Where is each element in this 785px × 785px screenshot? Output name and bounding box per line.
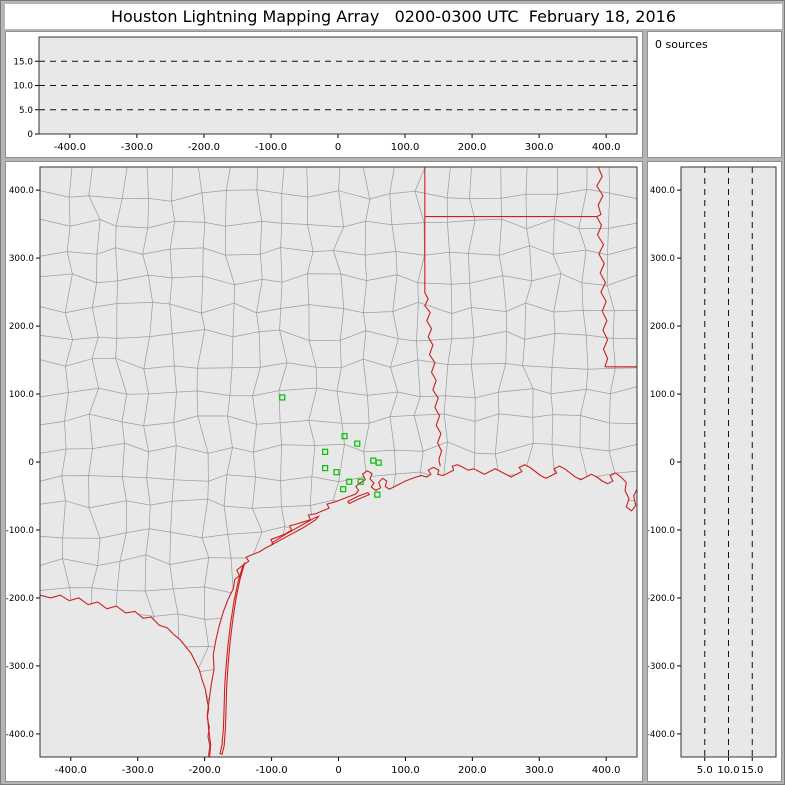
map-y-tick-label: -300.0 xyxy=(6,662,34,672)
map-x-tick-label: 200.0 xyxy=(458,765,487,776)
sources-panel: 0 sources xyxy=(647,31,782,158)
map-plot-border xyxy=(39,166,638,758)
altitude-ew-plot[interactable]: -400.0 -300.0 -200.0 -100.0 0 100.0 200.0 300.0… xyxy=(6,32,642,157)
altitude-ns-y-tick-label: -300.0 xyxy=(648,662,675,672)
map-y-tick-label: 200.0 xyxy=(9,322,35,332)
window-title: Houston Lightning Mapping Array 0200-030… xyxy=(110,7,676,26)
map-x-tick-label: -400.0 xyxy=(55,765,87,776)
lma-station-marker xyxy=(375,459,382,466)
map-x-tick-label: -200.0 xyxy=(189,765,221,776)
lma-station-marker xyxy=(374,491,381,498)
altitude-ew-x-tick-label: 100.0 xyxy=(391,142,420,153)
map-y-tick-label: 0 xyxy=(28,458,34,468)
altitude-ew-y-tick-label: 10.0 xyxy=(13,82,33,92)
map-x-tick-label: -100.0 xyxy=(255,765,287,776)
mississippi-river-border xyxy=(596,167,609,367)
lma-station-marker xyxy=(341,433,348,440)
altitude-ew-tick-labels: -400.0 -300.0 -200.0 -100.0 0 100.0 200.0 300.0… xyxy=(13,57,620,153)
altitude-ew-x-tick-label: -400.0 xyxy=(54,142,86,153)
altitude-ns-y-tick-label: 200.0 xyxy=(650,322,676,332)
galveston-island xyxy=(347,491,371,505)
map-x-tick-label: 100.0 xyxy=(391,765,420,776)
altitude-ew-x-tick-label: -100.0 xyxy=(255,142,287,153)
altitude-ew-y-tick-label: 0 xyxy=(27,130,33,140)
padre-island xyxy=(219,562,246,756)
altitude-ew-y-tick-label: 15.0 xyxy=(13,57,33,67)
lma-station-marker xyxy=(279,394,286,401)
map-x-tick-label: 0 xyxy=(335,765,341,776)
altitude-ew-tick-marks xyxy=(35,60,607,138)
lma-station-marker xyxy=(322,465,329,472)
altitude-ew-y-tick-label: 5.0 xyxy=(19,106,33,116)
altitude-ns-y-tick-label: -100.0 xyxy=(648,526,675,536)
plan-view-map-panel: -400.0 -300.0 -200.0 -100.0 0 100.0 200.0 300.0… xyxy=(5,161,643,782)
lma-station-marker xyxy=(346,478,353,485)
plan-view-map-plot[interactable]: -400.0 -300.0 -200.0 -100.0 0 100.0 200.0 300.0… xyxy=(6,162,642,781)
lma-station-markers xyxy=(279,394,382,498)
title-bar: Houston Lightning Mapping Array 0200-030… xyxy=(5,4,782,29)
map-tick-labels: -400.0 -300.0 -200.0 -100.0 0 100.0 200.0 300.0… xyxy=(6,186,621,776)
altitude-ew-x-tick-label: 200.0 xyxy=(458,142,487,153)
altitude-ew-gridlines xyxy=(39,60,637,111)
matagorda-island xyxy=(270,515,321,547)
altitude-ns-x-tick-label: 15.0 xyxy=(741,765,763,776)
altitude-ew-x-tick-label: 0 xyxy=(335,142,341,153)
altitude-ns-tick-marks xyxy=(677,189,753,761)
rio-grande-border xyxy=(40,594,211,757)
coastline xyxy=(206,464,637,757)
lma-station-marker xyxy=(354,440,361,447)
altitude-ns-plot-area[interactable] xyxy=(681,167,776,757)
lma-station-marker xyxy=(333,469,340,476)
altitude-ns-y-tick-label: 400.0 xyxy=(650,186,676,196)
map-x-tick-label: 300.0 xyxy=(525,765,554,776)
lma-station-marker xyxy=(340,486,347,493)
altitude-ew-x-tick-label: -200.0 xyxy=(188,142,220,153)
altitude-ns-plot-border xyxy=(680,166,777,758)
map-y-tick-label: 400.0 xyxy=(9,186,35,196)
map-x-tick-label: -300.0 xyxy=(122,765,154,776)
texas-arkansas-louisiana-border xyxy=(424,167,443,467)
altitude-ns-y-tick-label: 0 xyxy=(669,458,675,468)
map-y-tick-label: 300.0 xyxy=(9,254,35,264)
altitude-ew-x-tick-label: 400.0 xyxy=(592,142,621,153)
map-y-tick-label: -200.0 xyxy=(6,594,34,604)
altitude-ns-y-tick-label: -400.0 xyxy=(648,730,675,740)
altitude-ns-plot[interactable]: 5.0 10.0 15.0 400.0 300.0 200.0 100.0 0 -100.0 -2… xyxy=(648,162,781,781)
altitude-ns-y-tick-label: -200.0 xyxy=(648,594,675,604)
map-x-tick-label: 400.0 xyxy=(592,765,621,776)
map-y-tick-label: -100.0 xyxy=(6,526,34,536)
altitude-ns-x-tick-label: 10.0 xyxy=(717,765,739,776)
lma-station-marker xyxy=(322,448,329,455)
map-y-tick-label: -400.0 xyxy=(6,730,34,740)
altitude-ns-y-tick-label: 100.0 xyxy=(650,390,676,400)
map-tick-marks xyxy=(36,189,607,761)
altitude-ew-x-tick-label: -300.0 xyxy=(121,142,153,153)
state-borders-coastline xyxy=(40,167,637,757)
altitude-ns-panel: 5.0 10.0 15.0 400.0 300.0 200.0 100.0 0 -100.0 -2… xyxy=(647,161,782,782)
altitude-ew-plot-border xyxy=(38,36,638,135)
altitude-ew-x-tick-label: 300.0 xyxy=(525,142,554,153)
map-plot-area[interactable] xyxy=(40,167,637,757)
altitude-ns-y-tick-label: 300.0 xyxy=(650,254,676,264)
altitude-ew-panel: -400.0 -300.0 -200.0 -100.0 0 100.0 200.0 300.0… xyxy=(5,31,643,158)
altitude-ns-tick-labels: 5.0 10.0 15.0 400.0 300.0 200.0 100.0 0 -100.0 -2… xyxy=(648,186,763,776)
lma-station-marker xyxy=(357,478,364,485)
altitude-ns-x-tick-label: 5.0 xyxy=(697,765,713,776)
sources-count-label: 0 sources xyxy=(655,38,708,51)
map-y-tick-label: 100.0 xyxy=(9,390,35,400)
